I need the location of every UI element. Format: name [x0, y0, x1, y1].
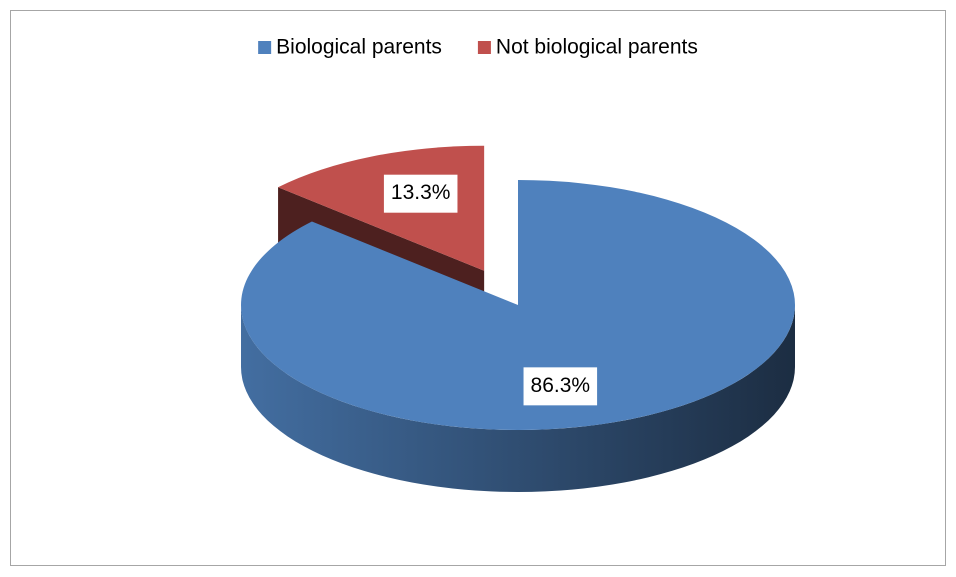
legend-swatch: [258, 41, 272, 54]
legend-item: Biological parents: [258, 36, 442, 59]
data-label-box: [523, 367, 598, 406]
data-label-text: 86.3%: [531, 374, 591, 397]
data-label: 86.3%: [523, 367, 598, 406]
legend-swatch: [477, 41, 491, 54]
slice: [241, 179, 796, 492]
data-label-box: [383, 174, 458, 213]
legend-label: Not biological parents: [496, 36, 698, 59]
slice-top: [241, 179, 796, 430]
legend-label: Biological parents: [276, 36, 442, 59]
data-label: 13.3%: [383, 174, 458, 213]
slice-side: [241, 305, 795, 492]
legend-item: Not biological parents: [477, 36, 698, 59]
data-label-text: 13.3%: [391, 181, 451, 204]
